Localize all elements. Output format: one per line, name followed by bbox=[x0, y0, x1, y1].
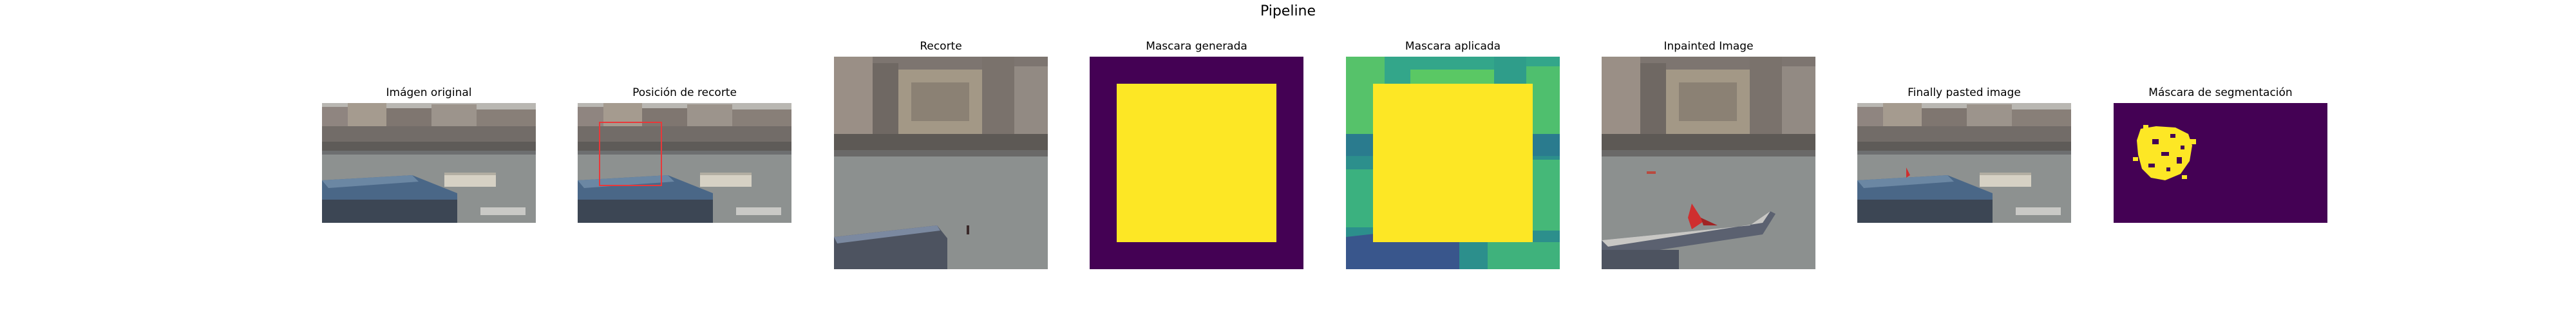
pasted-bird bbox=[1906, 167, 1910, 178]
inpainted-image bbox=[1602, 57, 1815, 269]
applied-mask-square bbox=[1373, 84, 1533, 242]
panel-crop: Recorte bbox=[834, 40, 1048, 269]
panel-segmentation-mask: Máscara de segmentación bbox=[2114, 86, 2327, 223]
panel-title-generated-mask: Mascara generada bbox=[1146, 40, 1247, 53]
original-image bbox=[322, 103, 536, 223]
panel-title-inpainted: Inpainted Image bbox=[1663, 40, 1754, 53]
panel-title-crop-position: Posición de recorte bbox=[632, 86, 737, 99]
crop-position-image bbox=[578, 103, 791, 223]
panel-pasted: Finally pasted image bbox=[1857, 86, 2071, 223]
inserted-bird bbox=[1688, 204, 1703, 229]
mask-square bbox=[1117, 84, 1276, 242]
figure-title: Pipeline bbox=[1260, 3, 1316, 19]
panel-generated-mask: Mascara generada bbox=[1090, 40, 1303, 269]
panel-title-pasted: Finally pasted image bbox=[1908, 86, 2021, 99]
panel-title-segmentation-mask: Máscara de segmentación bbox=[2148, 86, 2293, 99]
pasted-image bbox=[1857, 103, 2071, 223]
panel-crop-position: Posición de recorte bbox=[578, 86, 791, 223]
applied-mask-image bbox=[1346, 57, 1560, 269]
panel-title-applied-mask: Mascara aplicada bbox=[1405, 40, 1501, 53]
crop-box bbox=[599, 122, 662, 186]
panel-title-crop: Recorte bbox=[920, 40, 962, 53]
crop-image bbox=[834, 57, 1048, 269]
segmentation-mask-image bbox=[2114, 103, 2327, 223]
generated-mask-image bbox=[1090, 57, 1303, 269]
panel-title-original: Imágen original bbox=[386, 86, 472, 99]
panel-applied-mask: Mascara aplicada bbox=[1346, 40, 1560, 269]
panel-inpainted: Inpainted Image bbox=[1602, 40, 1815, 269]
panel-original: Imágen original bbox=[322, 86, 536, 223]
